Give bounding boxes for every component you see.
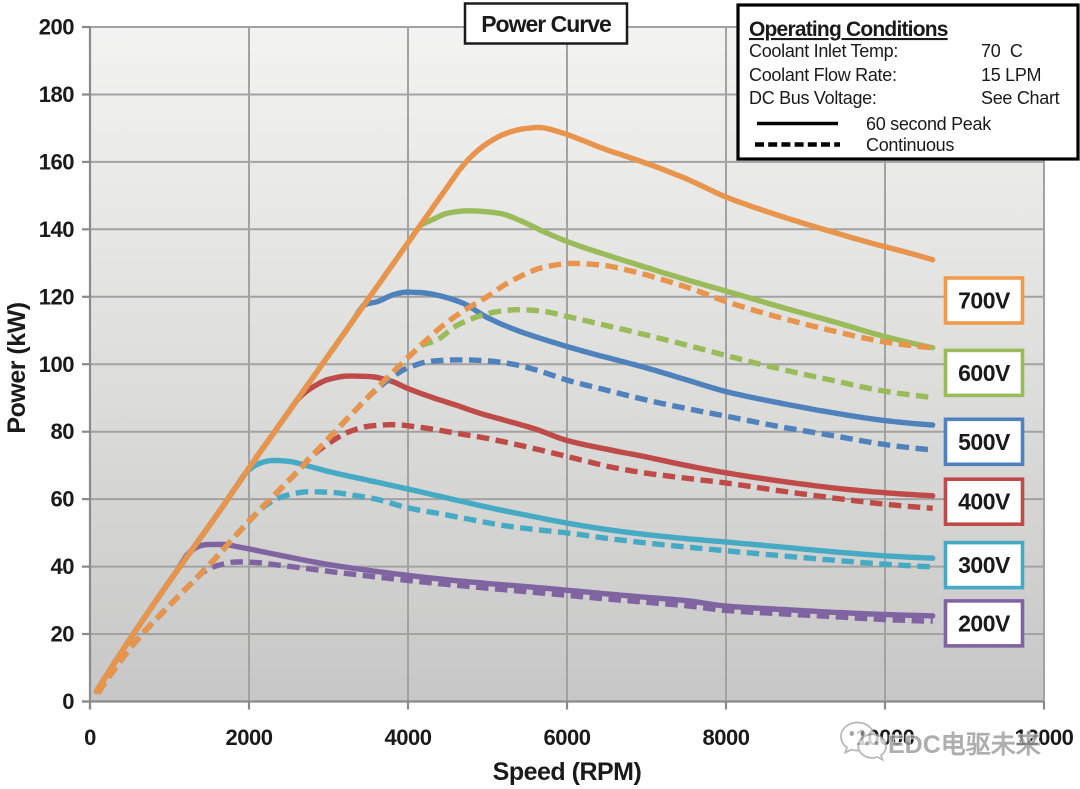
svg-text:180: 180 bbox=[39, 82, 74, 107]
svg-text:300V: 300V bbox=[958, 552, 1011, 578]
svg-text:Power (kW): Power (kW) bbox=[3, 302, 31, 433]
svg-text:70 C: 70 C bbox=[981, 41, 1023, 61]
svg-text:120: 120 bbox=[39, 284, 74, 309]
svg-text:0: 0 bbox=[62, 689, 74, 714]
svg-text:6000: 6000 bbox=[544, 725, 591, 750]
svg-text:200V: 200V bbox=[958, 610, 1011, 636]
svg-text:80: 80 bbox=[51, 419, 75, 444]
svg-text:60: 60 bbox=[51, 487, 75, 512]
svg-text:100: 100 bbox=[39, 352, 74, 377]
svg-text:20: 20 bbox=[51, 622, 75, 647]
svg-text:4000: 4000 bbox=[385, 725, 432, 750]
svg-text:60 second Peak: 60 second Peak bbox=[866, 114, 992, 134]
svg-text:400V: 400V bbox=[958, 489, 1011, 515]
svg-text:Operating Conditions: Operating Conditions bbox=[749, 18, 948, 41]
svg-text:DC Bus Voltage:: DC Bus Voltage: bbox=[749, 88, 877, 108]
svg-text:600V: 600V bbox=[958, 360, 1011, 386]
svg-text:EDC电驱未来: EDC电驱未来 bbox=[888, 731, 1042, 759]
svg-text:200: 200 bbox=[39, 15, 74, 40]
svg-text:2000: 2000 bbox=[226, 725, 273, 750]
svg-text:Coolant Inlet Temp:: Coolant Inlet Temp: bbox=[749, 41, 898, 61]
svg-text:12000: 12000 bbox=[1015, 725, 1074, 750]
svg-text:Speed (RPM): Speed (RPM) bbox=[493, 758, 642, 786]
svg-text:Power Curve: Power Curve bbox=[481, 11, 611, 37]
svg-text:0: 0 bbox=[84, 725, 96, 750]
svg-text:40: 40 bbox=[51, 554, 75, 579]
svg-text:8000: 8000 bbox=[703, 725, 750, 750]
svg-text:140: 140 bbox=[39, 217, 74, 242]
svg-text:700V: 700V bbox=[958, 288, 1011, 314]
svg-text:Coolant Flow Rate:: Coolant Flow Rate: bbox=[749, 65, 897, 85]
svg-text:500V: 500V bbox=[958, 429, 1011, 455]
svg-text:Continuous: Continuous bbox=[866, 135, 954, 155]
svg-text:15 LPM: 15 LPM bbox=[981, 65, 1041, 85]
svg-text:160: 160 bbox=[39, 149, 74, 174]
svg-text:See Chart: See Chart bbox=[981, 88, 1060, 108]
